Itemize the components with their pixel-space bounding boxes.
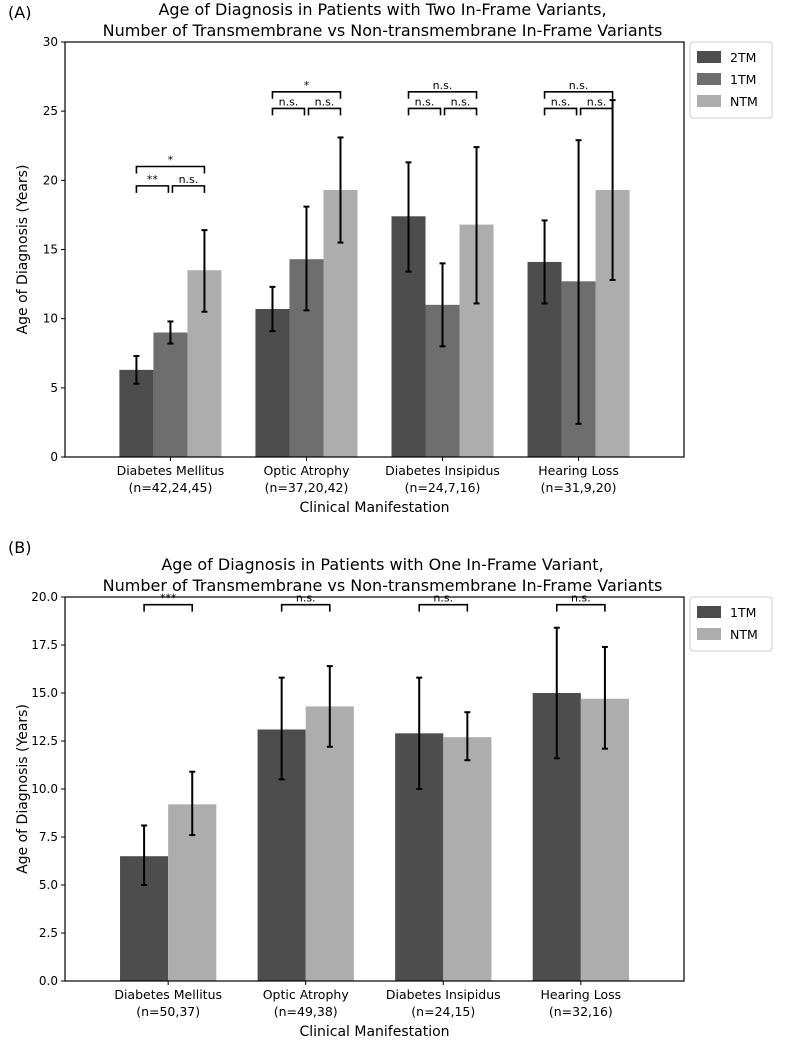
x-tick-label: Optic Atrophy	[263, 463, 350, 478]
legend-swatch	[697, 606, 721, 618]
chart-title: Number of Transmembrane vs Non-transmemb…	[103, 576, 663, 595]
panel-label: (B)	[8, 538, 31, 557]
x-tick-label: Hearing Loss	[538, 463, 619, 478]
legend: 1TM NTM	[689, 596, 773, 652]
legend-swatch	[697, 73, 721, 85]
significance-bracket	[418, 603, 469, 612]
x-axis-label: Clinical Manifestation	[299, 1024, 449, 1040]
significance-bracket	[407, 107, 442, 116]
y-tick-label: 20.0	[31, 590, 58, 604]
y-tick-label: 30	[43, 35, 58, 49]
y-tick-label: 7.5	[39, 830, 58, 844]
legend-label: NTM	[730, 94, 758, 109]
significance-bracket	[307, 107, 342, 116]
x-tick-label: Hearing Loss	[541, 987, 622, 1002]
y-tick-label: 15.0	[31, 686, 58, 700]
y-tick-label: 12.5	[31, 734, 58, 748]
x-tick-label: Diabetes Insipidus	[386, 987, 501, 1002]
significance-bracket	[271, 91, 342, 99]
x-tick-sublabel: (n=42,24,45)	[129, 480, 213, 495]
significance-bracket	[171, 185, 206, 193]
significance-bracket	[443, 107, 478, 116]
x-tick-sublabel: (n=50,37)	[136, 1004, 200, 1019]
y-tick-label: 2.5	[39, 926, 58, 940]
significance-label: n.s.	[315, 95, 335, 108]
x-tick-sublabel: (n=49,38)	[274, 1004, 338, 1019]
significance-bracket	[280, 603, 331, 612]
y-tick-label: 10	[43, 312, 58, 326]
y-axis-label: Age of Diagnosis (Years)	[15, 704, 31, 874]
chart-title: Number of Transmembrane vs Non-transmemb…	[103, 21, 663, 40]
x-tick-sublabel: (n=37,20,42)	[265, 480, 349, 495]
bar-1TM-0	[153, 332, 188, 457]
significance-bracket	[407, 91, 478, 99]
panel-label: (A)	[8, 3, 31, 22]
y-tick-label: 17.5	[31, 638, 58, 652]
y-tick-label: 5.0	[39, 878, 58, 892]
legend-swatch	[697, 95, 721, 107]
y-tick-label: 5	[50, 381, 58, 395]
x-tick-label: Optic Atrophy	[263, 987, 350, 1002]
y-axis-label: Age of Diagnosis (Years)	[15, 165, 31, 335]
chart-panel-0: (A) Age of Diagnosis in Patients with Two…	[8, 0, 773, 516]
chart-title: Age of Diagnosis in Patients with One In…	[161, 555, 603, 574]
significance-label: n.s.	[451, 95, 471, 108]
significance-label: **	[147, 173, 159, 186]
y-tick-label: 0.0	[39, 974, 58, 988]
significance-label: n.s.	[296, 592, 316, 605]
x-axis-label: Clinical Manifestation	[299, 500, 449, 516]
significance-label: n.s.	[571, 592, 591, 605]
significance-label: n.s.	[551, 95, 571, 108]
significance-bracket	[543, 91, 614, 99]
significance-label: n.s.	[179, 173, 199, 186]
x-tick-label: Diabetes Mellitus	[117, 463, 225, 478]
significance-bracket	[143, 603, 194, 612]
legend-swatch	[697, 628, 721, 640]
significance-bracket	[555, 603, 606, 612]
bar-NTM-1	[305, 706, 354, 981]
legend-label: NTM	[730, 627, 758, 642]
significance-bracket	[543, 107, 578, 116]
significance-label: *	[304, 79, 310, 92]
significance-bracket	[271, 107, 306, 116]
legend-swatch	[697, 51, 721, 63]
legend-label: 1TM	[730, 72, 756, 87]
y-tick-label: 20	[43, 173, 58, 187]
x-tick-label: Diabetes Mellitus	[114, 987, 222, 1002]
bar-2TM-1	[255, 308, 290, 457]
significance-label: *	[168, 154, 174, 167]
legend: 2TM 1TM NTM	[689, 41, 773, 119]
x-tick-sublabel: (n=31,9,20)	[541, 480, 617, 495]
y-tick-label: 0	[50, 450, 58, 464]
legend-label: 2TM	[730, 50, 756, 65]
chart-panel-1: (B) Age of Diagnosis in Patients with One…	[8, 538, 773, 1040]
chart-title: Age of Diagnosis in Patients with Two In…	[158, 0, 606, 19]
y-tick-label: 10.0	[31, 782, 58, 796]
x-tick-sublabel: (n=24,7,16)	[405, 480, 481, 495]
x-tick-sublabel: (n=32,16)	[549, 1004, 613, 1019]
x-tick-label: Diabetes Insipidus	[385, 463, 500, 478]
significance-bracket	[135, 165, 206, 174]
y-tick-label: 15	[43, 243, 58, 257]
x-tick-sublabel: (n=24,15)	[411, 1004, 475, 1019]
significance-label: n.s.	[415, 95, 435, 108]
bar-NTM-2	[443, 737, 492, 981]
significance-label: n.s.	[433, 79, 453, 92]
significance-label: n.s.	[433, 592, 453, 605]
significance-label: n.s.	[279, 95, 299, 108]
significance-label: n.s.	[569, 79, 589, 92]
significance-bracket	[579, 107, 614, 116]
significance-bracket	[135, 185, 170, 193]
significance-label: ***	[160, 592, 177, 605]
significance-label: n.s.	[587, 95, 607, 108]
legend-label: 1TM	[730, 605, 756, 620]
y-tick-label: 25	[43, 104, 58, 118]
